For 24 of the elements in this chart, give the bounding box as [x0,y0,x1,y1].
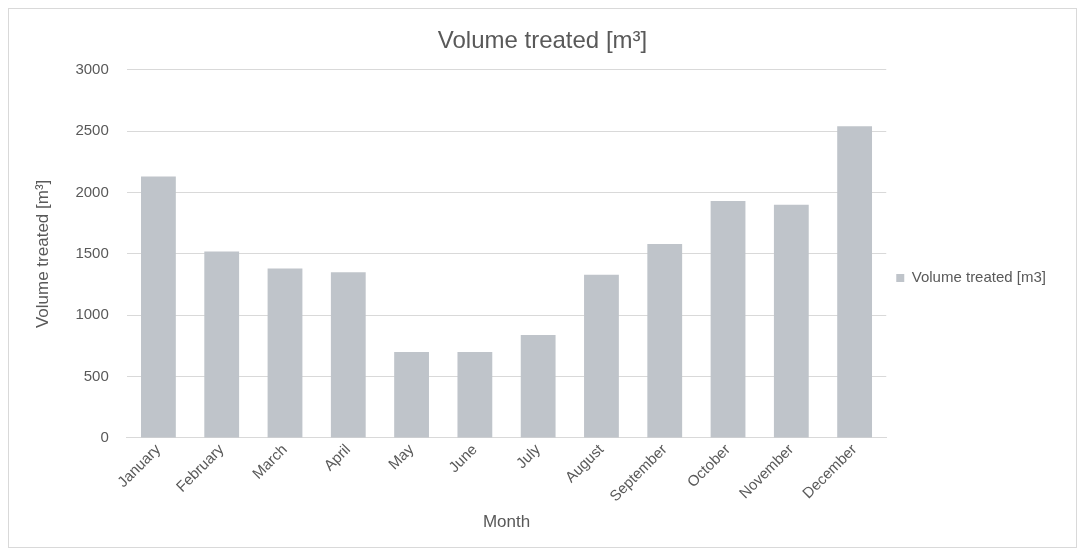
bar [710,201,746,438]
bar [394,352,429,438]
bar [773,204,809,438]
bar [520,334,556,438]
y-tick-label: 3000 [75,59,109,77]
bar [837,126,873,438]
y-tick-label: 500 [83,366,109,384]
bar [457,352,493,438]
chart-title: Volume treated [m³] [437,26,648,54]
y-tick-label: 1000 [75,305,109,323]
bar [204,251,240,438]
bar [584,274,619,438]
bar [141,176,176,438]
bar [330,272,366,438]
y-tick-label: 2000 [75,182,109,200]
bar [267,268,303,438]
x-axis-title: Month [482,512,531,532]
y-tick-label: 1500 [75,244,109,262]
y-axis-title: Volume treated [m³] [32,179,52,329]
x-tick-label: July [512,440,544,472]
bar [647,244,683,438]
legend-label: Volume treated [m3] [911,268,1047,286]
y-tick-label: 2500 [75,121,109,139]
y-tick-label: 0 [100,428,109,446]
